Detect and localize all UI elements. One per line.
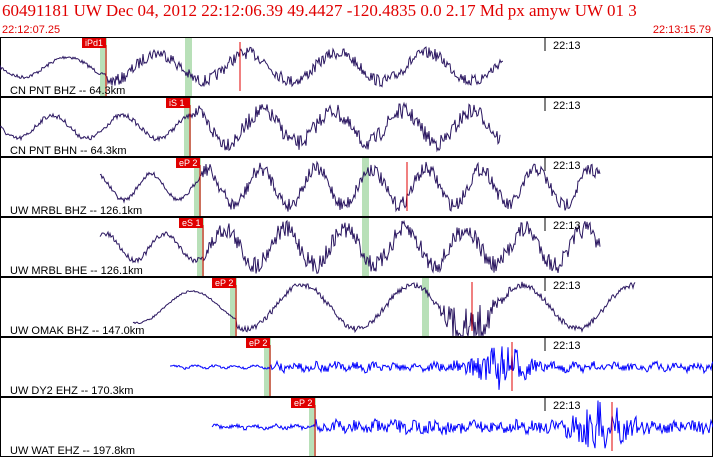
trace-label: UW MRBL BHZ -- 126.1km xyxy=(10,205,142,217)
time-mark: 22:13 xyxy=(553,160,581,172)
pick-label: iS 1 xyxy=(169,98,185,108)
trace-label: UW DY2 EHZ -- 170.3km xyxy=(10,385,133,397)
waveform xyxy=(211,400,713,449)
time-mark: 22:13 xyxy=(553,280,581,292)
pick-tag xyxy=(82,38,106,48)
trace-label: UW MRBL BHE -- 126.1km xyxy=(10,265,143,277)
pick-tag xyxy=(176,158,200,168)
pick-tag xyxy=(166,98,190,108)
pick-window xyxy=(230,278,237,336)
pick-label: eP 2 xyxy=(249,338,267,348)
pick-window xyxy=(362,218,369,276)
time-mark: 22:13 xyxy=(553,100,581,112)
pick-tag xyxy=(212,278,236,288)
pick-label: iPd1 xyxy=(85,38,103,48)
waveform xyxy=(0,101,501,153)
waveform xyxy=(170,346,713,390)
end-time: 22:13:15.79 xyxy=(653,24,711,36)
trace-label: CN PNT BHN -- 64.3km xyxy=(10,145,127,157)
pick-window xyxy=(194,158,201,216)
pick-tag xyxy=(246,338,270,348)
pick-window xyxy=(362,158,369,216)
waveform xyxy=(99,219,601,274)
pick-window xyxy=(184,98,191,156)
event-title: 60491181 UW Dec 04, 2012 22:12:06.39 49.… xyxy=(2,1,637,20)
time-mark: 22:13 xyxy=(553,340,581,352)
trace-label: CN PNT BHZ -- 64.3km xyxy=(10,85,125,97)
pick-window xyxy=(100,38,107,96)
waveform xyxy=(0,46,504,88)
time-mark: 22:13 xyxy=(553,400,581,412)
time-mark: 22:13 xyxy=(553,220,581,232)
pick-label: eS 1 xyxy=(182,218,201,228)
pick-window xyxy=(422,278,429,336)
pick-label: eP 2 xyxy=(215,278,233,288)
pick-window xyxy=(309,398,316,456)
pick-label: eP 2 xyxy=(294,398,312,408)
pick-window xyxy=(185,38,192,96)
pick-window xyxy=(197,218,204,276)
pick-tag xyxy=(179,218,203,228)
pick-window xyxy=(264,338,271,396)
waveform xyxy=(132,281,636,337)
start-time: 22:12:07.25 xyxy=(2,24,60,36)
time-mark: 22:13 xyxy=(553,40,581,52)
trace-label: UW OMAK BHZ -- 147.0km xyxy=(10,325,144,337)
trace-label: UW WAT EHZ -- 197.8km xyxy=(10,445,135,457)
pick-tag xyxy=(291,398,315,408)
pick-label: eP 2 xyxy=(179,158,197,168)
waveform xyxy=(99,160,601,213)
